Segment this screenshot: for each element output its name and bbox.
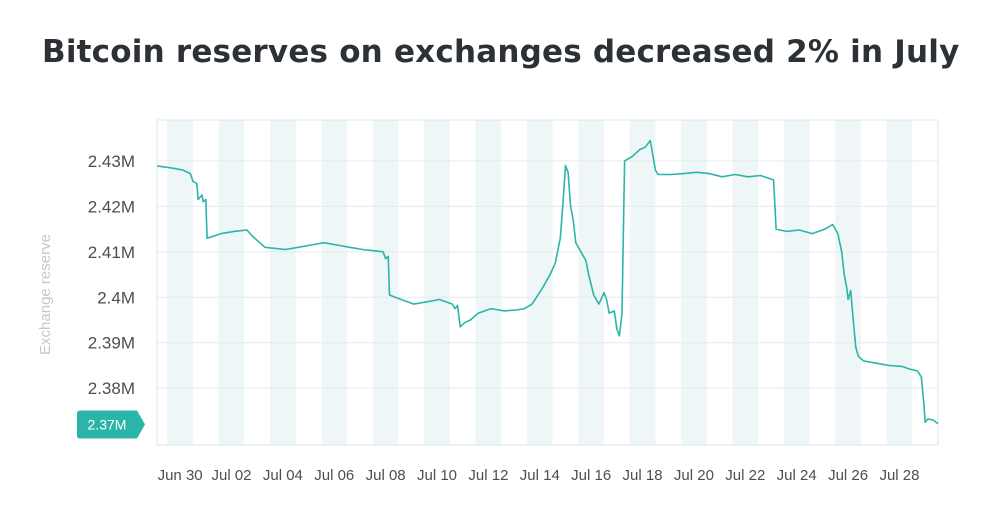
x-tick-label: Jul 06 <box>314 467 354 484</box>
background-bands <box>167 120 913 445</box>
y-axis-label: Exchange reserve <box>37 234 54 355</box>
day-band <box>270 120 296 445</box>
x-tick-label: Jul 10 <box>417 467 457 484</box>
horizontal-gridlines <box>157 160 938 389</box>
x-tick-label: Jul 16 <box>571 467 611 484</box>
x-tick-label: Jul 24 <box>777 467 817 484</box>
day-band <box>424 120 450 445</box>
x-tick-label: Jul 12 <box>468 467 508 484</box>
x-tick-label: Jul 02 <box>211 467 251 484</box>
x-tick-label: Jun 30 <box>158 467 203 484</box>
day-band <box>526 120 553 445</box>
day-band <box>681 120 707 445</box>
chart-title: Bitcoin reserves on exchanges decreased … <box>42 34 960 70</box>
plot-frame <box>156 119 939 446</box>
x-tick-label: Jul 18 <box>623 467 663 484</box>
current-value-tag-label: 2.37M <box>88 417 127 433</box>
day-band <box>886 120 913 445</box>
current-value-tag: 2.37M <box>77 410 145 439</box>
day-band <box>321 120 348 445</box>
x-tick-label: Jul 20 <box>674 467 714 484</box>
y-axis-ticks: 2.43M 2.42M 2.41M 2.4M 2.39M 2.38M <box>88 152 135 398</box>
day-band <box>629 120 656 445</box>
current-value-tag-shape <box>77 410 145 439</box>
series-line-exchange-reserve <box>156 139 939 425</box>
day-band <box>372 120 399 445</box>
x-axis-ticks: Jun 30 Jul 02 Jul 04 Jul 06 Jul 08 Jul 10 Jul … <box>158 467 920 484</box>
day-band <box>835 120 861 445</box>
x-tick-label: Jul 22 <box>725 467 765 484</box>
y-tick-label: 2.43M <box>88 152 135 171</box>
day-band <box>475 120 502 445</box>
y-tick-label: 2.42M <box>88 197 135 216</box>
x-tick-label: Jul 28 <box>879 467 919 484</box>
x-tick-label: Jul 14 <box>520 467 560 484</box>
y-tick-label: 2.4M <box>97 288 135 307</box>
day-band <box>783 120 810 445</box>
y-tick-label: 2.41M <box>88 243 135 262</box>
day-band <box>167 120 193 445</box>
day-band <box>732 120 759 445</box>
y-tick-label: 2.38M <box>88 379 135 398</box>
x-tick-label: Jul 04 <box>263 467 303 484</box>
x-tick-label: Jul 08 <box>366 467 406 484</box>
x-tick-label: Jul 26 <box>828 467 868 484</box>
y-tick-label: 2.39M <box>88 334 135 353</box>
day-band <box>218 120 245 445</box>
